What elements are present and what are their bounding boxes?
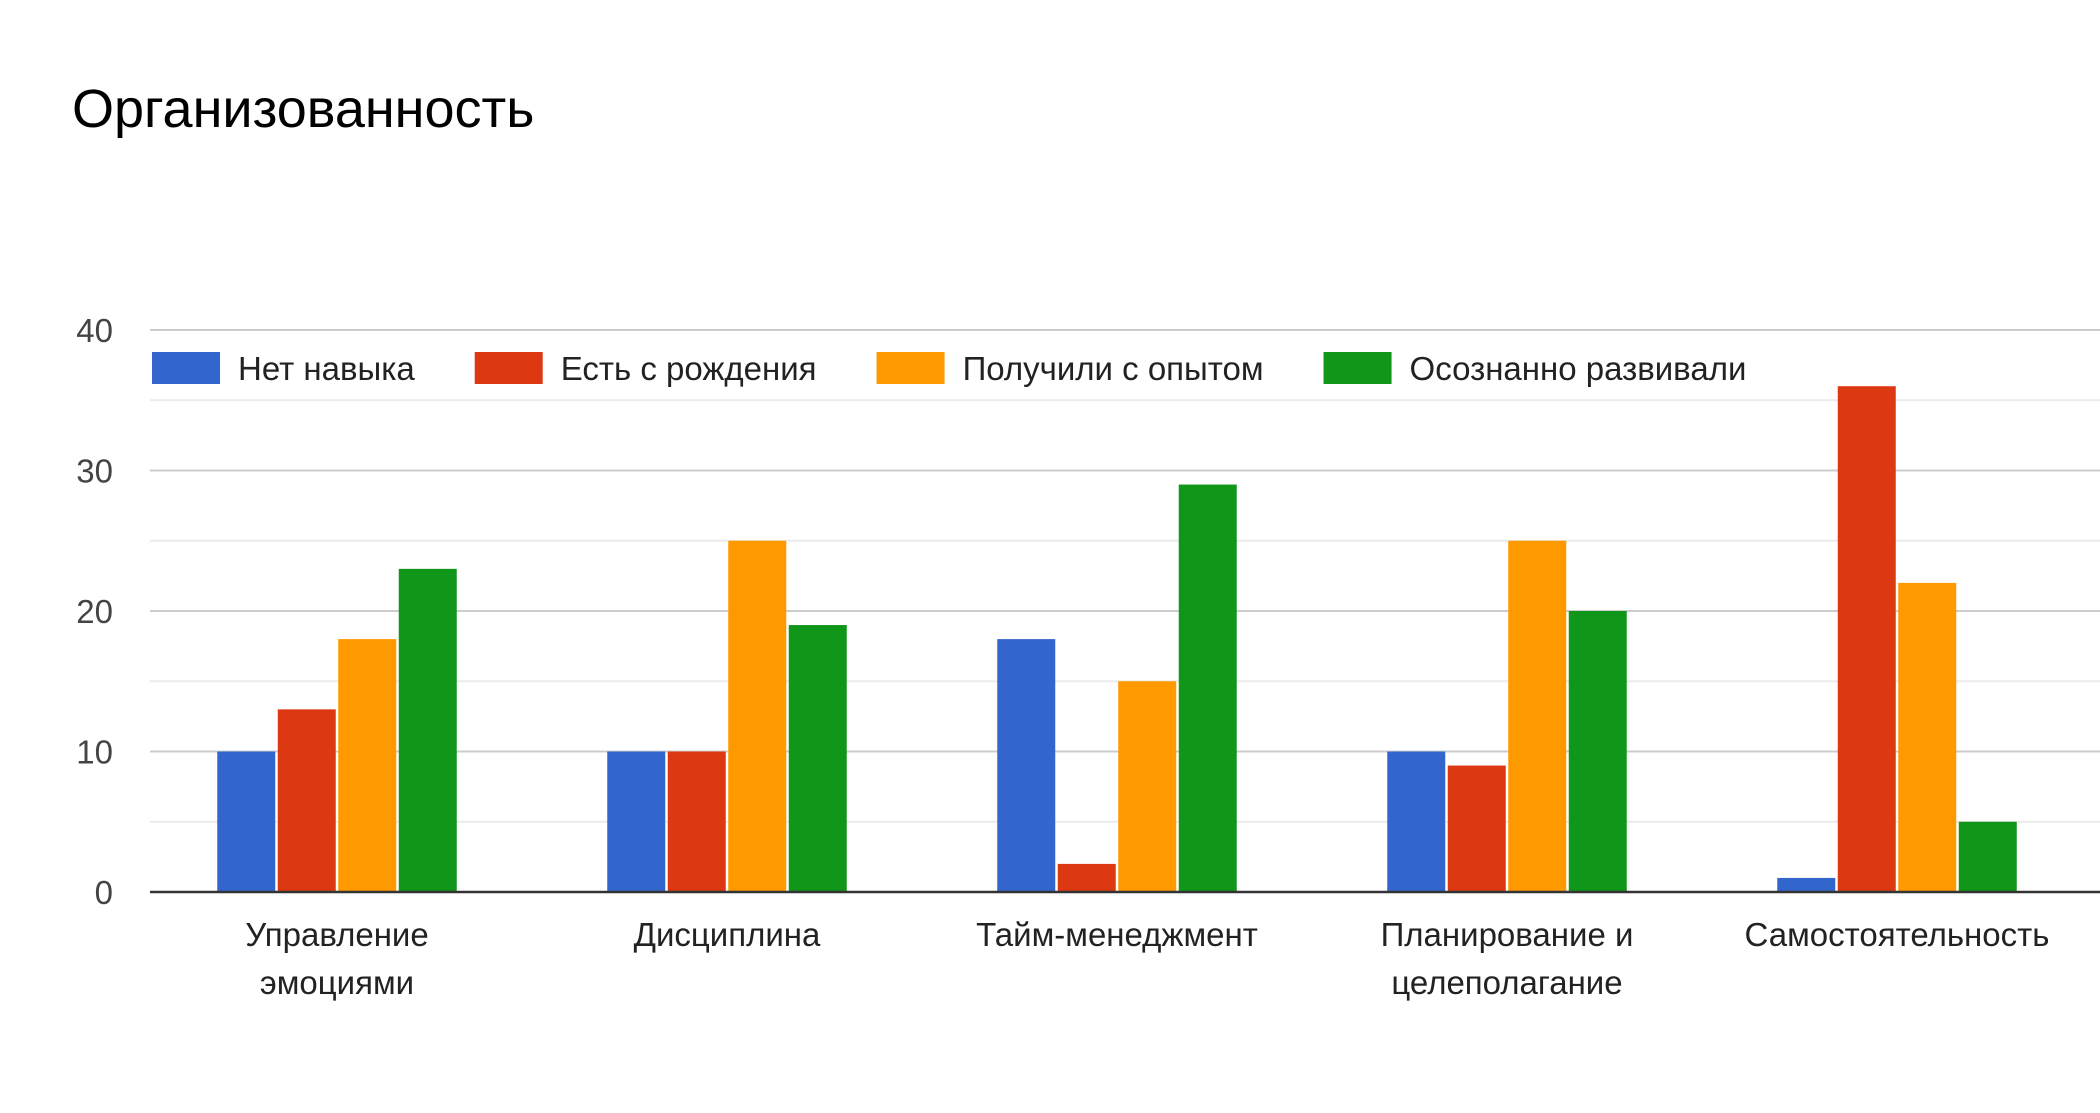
bar xyxy=(1898,582,1957,892)
x-tick-label: Тайм-менеджмент xyxy=(976,916,1258,953)
x-tick-label: Дисциплина xyxy=(634,916,821,953)
chart-title: Организованность xyxy=(72,79,535,139)
bar xyxy=(607,751,666,892)
y-tick-label: 20 xyxy=(76,593,113,630)
y-tick-label: 30 xyxy=(76,453,113,490)
bar xyxy=(1958,821,2017,892)
bar xyxy=(1387,751,1446,892)
bar xyxy=(997,639,1056,892)
y-tick-label: 10 xyxy=(76,734,113,771)
legend-swatch xyxy=(474,352,543,384)
bar xyxy=(1057,863,1116,892)
bar xyxy=(1178,484,1237,892)
bar xyxy=(1568,611,1627,892)
legend-swatch xyxy=(1323,352,1392,384)
legend-swatch xyxy=(152,352,220,384)
bar xyxy=(1118,681,1177,892)
legend-label: Есть с рождения xyxy=(561,350,817,387)
bar xyxy=(1777,877,1836,892)
bar xyxy=(1447,765,1506,892)
x-tick-label: Планирование и xyxy=(1381,916,1634,953)
y-tick-label: 40 xyxy=(76,312,113,349)
legend-label: Получили с опытом xyxy=(963,350,1264,387)
bar xyxy=(338,639,397,892)
x-tick-label: Самостоятельность xyxy=(1745,916,2050,953)
x-tick-label: целеполагание xyxy=(1391,964,1622,1001)
x-tick-label: Управление xyxy=(245,916,428,953)
bar xyxy=(217,751,276,892)
legend-swatch xyxy=(876,352,945,384)
bar xyxy=(728,540,787,892)
legend-label: Нет навыка xyxy=(238,350,415,387)
bar xyxy=(1508,540,1567,892)
bar xyxy=(1837,386,1896,892)
legend-label: Осознанно развивали xyxy=(1410,350,1747,387)
bar xyxy=(398,568,457,892)
bar xyxy=(667,751,726,892)
x-tick-label: эмоциями xyxy=(260,964,414,1001)
bar xyxy=(788,625,847,892)
y-tick-label: 0 xyxy=(95,874,113,911)
bar xyxy=(277,709,336,892)
